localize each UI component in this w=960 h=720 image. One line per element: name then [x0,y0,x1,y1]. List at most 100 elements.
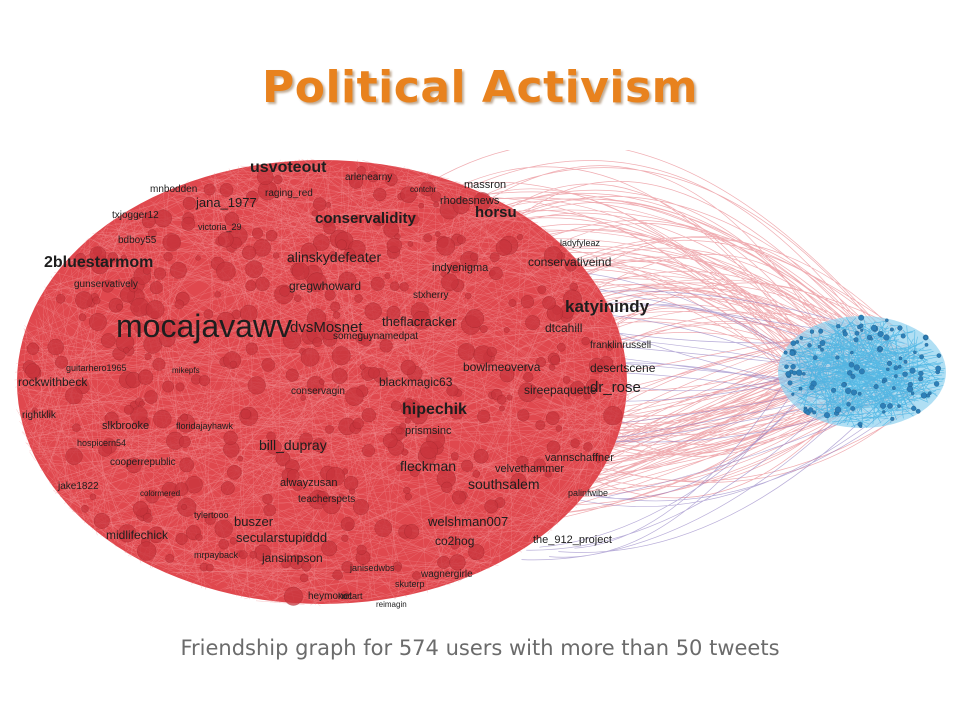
red-node [307,272,327,292]
red-node [306,308,327,328]
blue-node [935,365,942,372]
red-node [368,366,380,379]
red-node [569,381,586,397]
node-label: hipechik [402,401,467,418]
red-node [477,410,491,424]
red-node [174,299,185,310]
blue-node [789,350,796,356]
blue-node [886,367,890,372]
red-node [338,271,357,290]
node-label: theflacracker [382,314,457,329]
red-node [370,276,385,291]
blue-node [878,346,883,351]
red-node [544,470,552,478]
red-node [147,229,157,239]
red-node [165,553,175,563]
red-node [404,493,412,501]
red-node [98,443,112,457]
blue-node [799,336,804,340]
red-node [325,424,334,434]
red-node [144,390,158,404]
red-node [518,382,538,402]
red-node [134,322,146,334]
red-node [450,540,460,550]
blue-node [795,369,803,376]
red-node [291,262,310,280]
red-node [273,175,283,185]
node-label: contchr [410,185,437,194]
red-node [287,469,300,482]
blue-node [783,350,788,355]
red-node [437,555,451,569]
red-node [364,302,382,320]
node-label: stxherry [413,290,449,301]
node-label: skuterp [395,579,425,589]
blue-node [889,327,894,332]
red-node [312,337,323,347]
red-node [101,279,115,293]
node-label: hospicern54 [77,438,126,448]
node-label: indyenigma [432,262,489,274]
red-node [181,216,196,231]
red-node [162,233,181,252]
red-node [451,490,466,505]
red-node [537,285,547,294]
red-node [428,517,435,523]
blue-node [919,354,924,360]
red-node [141,214,156,229]
blue-node [877,331,884,337]
blue-node [807,343,812,348]
red-node [395,464,403,472]
red-node [468,543,485,561]
red-node [152,357,166,371]
red-node [354,294,363,303]
red-node [198,374,210,386]
node-label: prismsinc [405,425,452,437]
red-node [520,295,535,309]
red-node [548,364,556,371]
red-node [412,310,431,330]
red-node [81,504,89,513]
red-node [452,197,470,215]
red-node [535,420,546,430]
red-node [479,325,488,333]
node-label: alinskydefeater [287,249,382,265]
red-node [323,221,336,235]
red-node [343,248,356,260]
red-node [412,571,421,581]
red-node [360,335,372,347]
blue-node [850,406,856,411]
red-node [203,309,214,319]
node-label: conservativeind [528,255,611,269]
red-node [366,258,373,265]
red-node [570,438,580,448]
node-label: rhodesnews [440,195,500,207]
red-node [523,372,534,383]
red-node [498,405,505,412]
blue-node [836,324,841,329]
red-node [331,368,348,385]
red-node [240,408,252,420]
red-node [341,534,349,542]
red-node [123,347,130,354]
red-node [465,309,485,329]
red-node [220,481,235,495]
red-node [359,363,366,370]
red-node [499,367,515,383]
red-node [352,418,364,430]
blue-node [933,381,940,387]
cross-edge-bundle-violet [521,271,924,561]
red-node [330,301,341,312]
node-label: janisedwbs [349,563,395,573]
red-node [390,400,402,412]
red-node [449,554,466,571]
red-node [251,227,263,239]
red-node [433,201,440,208]
red-node [245,280,257,292]
blue-node [911,405,917,411]
red-node [93,512,110,529]
blue-node [900,333,906,339]
red-node [125,457,142,474]
red-node [301,561,312,572]
blue-node [892,386,896,390]
